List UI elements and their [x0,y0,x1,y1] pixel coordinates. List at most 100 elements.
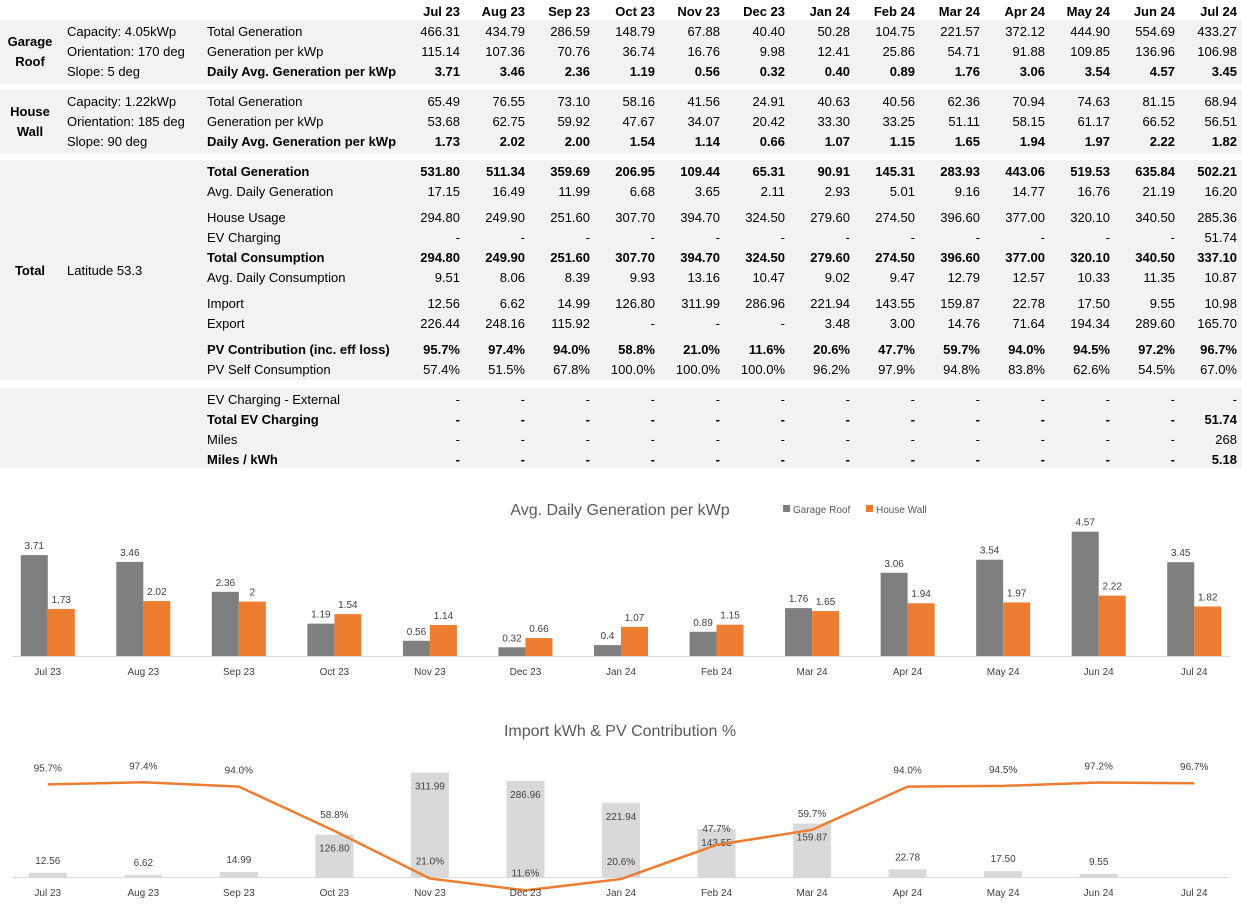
table-cell: 70.94 [1012,94,1045,109]
table-cell: - [975,392,980,407]
table-cell: 554.69 [1135,24,1175,39]
table-cell: 3.00 [889,316,915,331]
table-cell: 62.6% [1073,362,1110,377]
table-cell: 59.7% [943,342,980,357]
table-cell: 324.50 [745,210,785,225]
table-cell: 51.74 [1204,412,1237,427]
table-cell: 12.57 [1012,270,1045,285]
table-cell: 59.92 [557,114,590,129]
table-cell: 289.60 [1135,316,1175,331]
table-cell: 21.0% [683,342,720,357]
chart-title: Import kWh & PV Contribution % [504,723,736,740]
table-cell: 94.0% [553,342,590,357]
table-cell: - [780,316,785,331]
table-cell: 311.99 [681,296,720,311]
table-cell: - [845,412,850,427]
data-label: 1.82 [1198,592,1218,603]
table-cell: 67.8% [553,362,590,377]
table-cell: 502.21 [1197,164,1237,179]
table-cell: 62.75 [492,114,525,129]
table-cell: 56.51 [1204,114,1237,129]
table-cell: 279.60 [810,210,850,225]
table-cell: 10.33 [1077,270,1110,285]
table-cell: 340.50 [1135,210,1175,225]
table-cell: 433.27 [1197,24,1237,39]
table-cell: - [1040,432,1045,447]
bar-wall [1003,602,1031,656]
table-cell: 394.70 [680,210,720,225]
table-cell: - [1040,452,1045,467]
section-description: Orientation: 185 deg [67,114,185,129]
table-cell: 635.84 [1135,164,1175,179]
table-cell: 53.68 [427,114,460,129]
table-cell: 115.14 [421,44,460,59]
row-label: Generation per kWp [207,114,324,129]
table-cell: 41.56 [687,94,720,109]
month-header: Jan 24 [809,4,850,19]
bar-garage [307,623,335,656]
row-label: Import [207,296,244,311]
data-table: Jul 23 Aug 23 Sep 23 Oct 23 Nov 23 Dec 23 Jan … [0,4,1242,468]
table-cell: 68.94 [1204,94,1237,109]
table-cell: - [975,452,980,467]
table-cell: - [520,412,525,427]
table-cell: 109.85 [1070,44,1110,59]
table-cell: 9.16 [954,184,980,199]
x-tick-label: Feb 24 [701,667,733,678]
bar-wall [525,638,553,656]
month-header: Jul 24 [1200,4,1237,19]
data-label: 3.06 [884,559,904,570]
table-cell: - [715,452,720,467]
table-cell: 50.28 [817,24,850,39]
table-cell: - [1170,412,1175,427]
row-label: Total Generation [207,164,310,179]
table-cell: 143.55 [875,296,915,311]
table-cell: 94.0% [1008,342,1045,357]
table-cell: 67.0% [1200,362,1237,377]
x-tick-label: Feb 24 [701,888,733,899]
table-cell: 1.94 [1019,134,1045,149]
row-label: Avg. Daily Consumption [207,270,346,285]
row-label: Miles / kWh [207,452,278,467]
table-cell: 47.67 [622,114,655,129]
data-label: 4.57 [1075,518,1095,529]
import-label: 221.94 [606,812,637,823]
section-description: Slope: 5 deg [67,64,141,79]
x-tick-label: Aug 23 [127,667,159,678]
table-cell: 58.16 [622,94,655,109]
table-cell: - [1232,392,1237,407]
table-cell: 97.9% [878,362,915,377]
bar-garage [594,645,621,656]
bar-garage [20,555,48,656]
contribution-label: 20.6% [607,857,635,868]
x-tick-label: Apr 24 [893,667,923,678]
legend-swatch [783,505,790,512]
table-cell: - [780,392,785,407]
table-cell: 67.88 [687,24,720,39]
table-cell: 51.74 [1204,230,1237,245]
table-cell: - [650,452,655,467]
table-cell: 1.97 [1084,134,1110,149]
table-cell: 9.02 [824,270,850,285]
table-cell: - [1040,230,1045,245]
table-cell: 294.80 [420,250,460,265]
table-cell: 531.80 [420,164,460,179]
data-label: 2.36 [216,578,236,589]
section-band-3 [0,388,1242,468]
table-cell: 96.7% [1200,342,1237,357]
import-label: 286.96 [510,790,541,801]
table-cell: 2.00 [564,134,590,149]
bar-garage [1167,562,1195,656]
table-cell: 9.93 [629,270,655,285]
table-cell: 396.60 [940,250,980,265]
x-tick-label: May 24 [987,667,1020,678]
table-cell: 65.31 [752,164,785,179]
table-cell: 1.14 [694,134,720,149]
table-cell: - [585,432,590,447]
table-cell: 148.79 [615,24,655,39]
table-cell: 283.93 [940,164,980,179]
table-cell: 2.11 [760,184,785,199]
table-cell: - [715,230,720,245]
import-bar [410,772,449,877]
row-label: Total EV Charging [207,412,319,427]
